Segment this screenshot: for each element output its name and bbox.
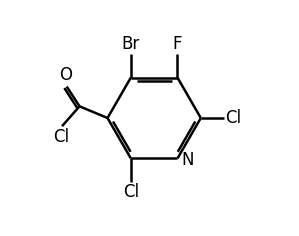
Text: Cl: Cl (53, 128, 69, 146)
Text: N: N (182, 151, 194, 169)
Text: F: F (173, 35, 182, 53)
Text: Cl: Cl (123, 183, 139, 201)
Text: O: O (59, 66, 72, 84)
Text: Br: Br (122, 35, 140, 53)
Text: Cl: Cl (225, 109, 241, 127)
